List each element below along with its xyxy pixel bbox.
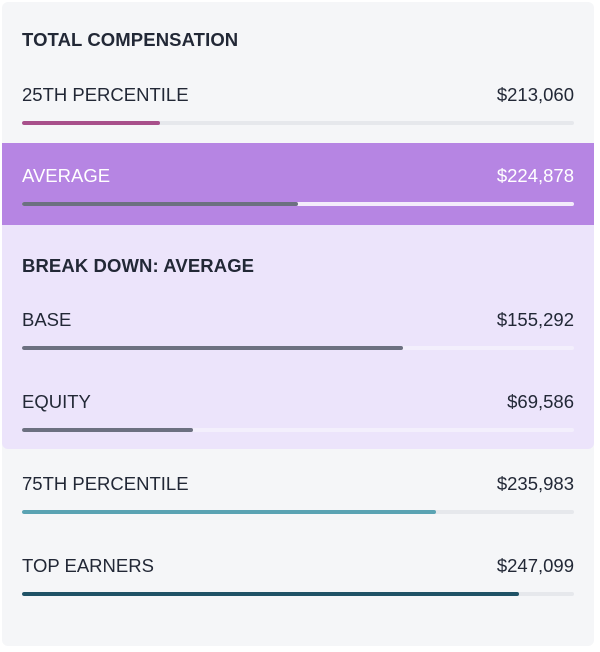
progress-fill [22,592,519,596]
row-75th-percentile: 75TH PERCENTILE $235,983 [22,473,574,529]
row-label: BASE [22,309,72,330]
progress-track [22,121,574,125]
compensation-card: TOTAL COMPENSATION 25TH PERCENTILE $213,… [2,2,594,646]
row-value: $247,099 [496,555,574,576]
progress-track [22,202,574,206]
row-label: EQUITY [22,391,91,412]
progress-track [22,592,574,596]
row-label: AVERAGE [22,165,111,186]
row-label: 25TH PERCENTILE [22,84,189,105]
progress-fill [22,121,160,125]
progress-fill [22,428,194,432]
row-top-earners: TOP EARNERS $247,099 [22,555,574,611]
row-value: $224,878 [496,165,574,186]
row-label: 75TH PERCENTILE [22,473,189,494]
row-value: $155,292 [496,309,574,330]
progress-fill [22,202,298,206]
progress-fill [22,510,436,514]
breakdown-panel: BREAK DOWN: AVERAGE BASE $155,292 EQUITY… [2,225,594,449]
row-value: $69,586 [507,391,574,412]
progress-track [22,510,574,514]
row-25th-percentile: 25TH PERCENTILE $213,060 [22,84,574,140]
average-band[interactable]: AVERAGE $224,878 [2,143,594,225]
row-equity: EQUITY $69,586 [22,391,574,447]
progress-fill [22,346,403,350]
row-base: BASE $155,292 [22,309,574,365]
progress-track [22,428,574,432]
row-value: $213,060 [496,84,574,105]
row-average: AVERAGE $224,878 [22,165,574,221]
breakdown-title: BREAK DOWN: AVERAGE [22,255,255,276]
progress-track [22,346,574,350]
row-value: $235,983 [496,473,574,494]
card-title: TOTAL COMPENSATION [22,29,239,50]
row-label: TOP EARNERS [22,555,154,576]
